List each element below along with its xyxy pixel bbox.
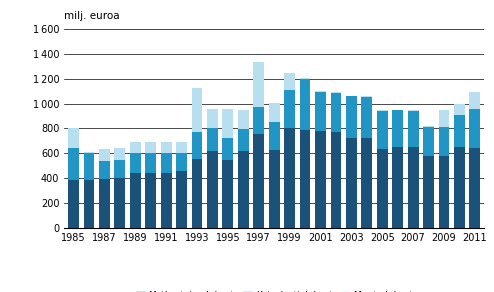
Text: milj. euroa: milj. euroa — [64, 11, 120, 21]
Bar — [99, 161, 110, 179]
Bar — [207, 128, 218, 152]
Bar — [83, 153, 94, 180]
Bar — [83, 180, 94, 228]
Bar — [269, 122, 280, 150]
Bar — [253, 62, 264, 107]
Bar — [362, 97, 372, 138]
Bar — [315, 91, 326, 92]
Bar — [423, 156, 434, 228]
Bar — [253, 107, 264, 134]
Bar — [284, 90, 295, 128]
Bar — [68, 128, 79, 148]
Bar — [130, 153, 141, 173]
Bar — [330, 93, 341, 132]
Bar — [439, 110, 450, 127]
Bar — [392, 147, 403, 228]
Bar — [346, 96, 357, 138]
Bar — [68, 180, 79, 228]
Bar — [408, 147, 418, 228]
Bar — [176, 171, 187, 228]
Bar — [423, 127, 434, 156]
Bar — [269, 103, 280, 122]
Bar — [161, 173, 171, 228]
Bar — [284, 73, 295, 90]
Bar — [362, 96, 372, 97]
Bar — [115, 159, 125, 178]
Bar — [238, 151, 248, 228]
Bar — [315, 92, 326, 131]
Bar — [377, 149, 388, 228]
Bar — [83, 152, 94, 153]
Bar — [130, 142, 141, 153]
Bar — [315, 131, 326, 228]
Bar — [145, 173, 156, 228]
Bar — [408, 110, 418, 111]
Bar — [207, 152, 218, 228]
Bar — [192, 132, 203, 159]
Bar — [439, 127, 450, 156]
Bar — [423, 126, 434, 127]
Bar — [469, 109, 480, 148]
Bar — [269, 150, 280, 228]
Bar — [68, 148, 79, 180]
Bar — [207, 109, 218, 128]
Bar — [469, 93, 480, 109]
Bar — [330, 132, 341, 228]
Bar — [115, 178, 125, 228]
Bar — [300, 79, 310, 130]
Bar — [253, 134, 264, 228]
Bar — [238, 110, 248, 129]
Bar — [145, 153, 156, 173]
Bar — [454, 147, 465, 228]
Bar — [99, 179, 110, 228]
Bar — [145, 142, 156, 153]
Bar — [176, 142, 187, 153]
Bar — [238, 129, 248, 151]
Bar — [377, 110, 388, 111]
Bar — [454, 115, 465, 147]
Bar — [300, 78, 310, 79]
Bar — [176, 153, 187, 171]
Bar — [130, 173, 141, 228]
Bar — [222, 160, 233, 228]
Bar — [300, 130, 310, 228]
Bar — [377, 111, 388, 149]
Bar — [192, 88, 203, 132]
Bar — [115, 148, 125, 159]
Bar — [161, 142, 171, 153]
Bar — [346, 95, 357, 96]
Bar — [346, 138, 357, 228]
Bar — [362, 138, 372, 228]
Bar — [392, 110, 403, 147]
Bar — [161, 153, 171, 173]
Bar — [192, 159, 203, 228]
Bar — [222, 138, 233, 160]
Bar — [222, 109, 233, 138]
Bar — [469, 148, 480, 228]
Bar — [99, 149, 110, 161]
Legend: Matkustaja-alukset, Kuivalastialukset, Muut alukset: Matkustaja-alukset, Kuivalastialukset, M… — [132, 288, 416, 292]
Bar — [284, 128, 295, 228]
Bar — [454, 104, 465, 115]
Bar — [439, 156, 450, 228]
Bar — [408, 111, 418, 147]
